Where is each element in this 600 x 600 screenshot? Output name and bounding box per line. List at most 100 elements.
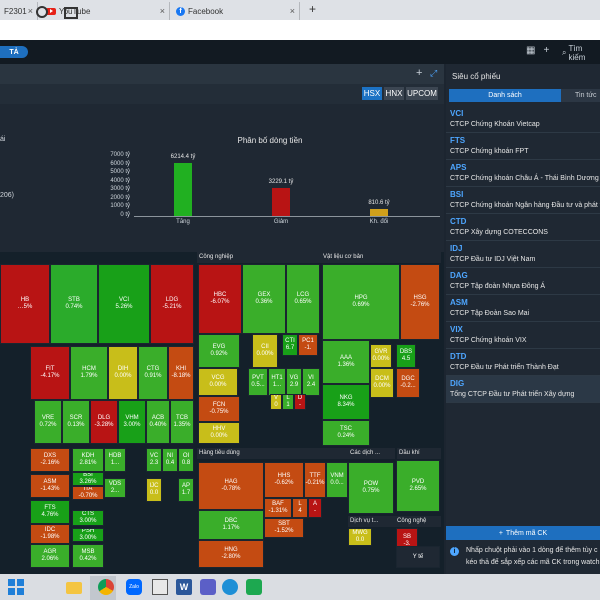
address-bar[interactable] xyxy=(0,20,600,40)
treemap-cell[interactable]: HHS -0.62% xyxy=(264,462,304,498)
treemap-cell[interactable]: HDB 1... xyxy=(104,448,126,472)
treemap-cell[interactable]: HBC -6.07% xyxy=(198,264,242,334)
word-icon[interactable]: W xyxy=(176,579,192,595)
treemap-cell[interactable]: PC1 -1. xyxy=(298,334,318,356)
add-panel-icon[interactable]: + xyxy=(416,67,423,79)
watchlist-row[interactable]: DAG CTCP Tập đoàn Nhựa Đông Á xyxy=(446,268,600,295)
treemap-cell[interactable]: STB 0.74% xyxy=(50,264,98,344)
search-icon[interactable] xyxy=(36,6,48,18)
treemap-cell[interactable]: HHV 0.00% xyxy=(198,422,240,444)
treemap-cell[interactable]: EVG 0.92% xyxy=(198,334,240,368)
treemap-cell[interactable]: ACB 0.40% xyxy=(146,400,170,444)
chrome-icon[interactable] xyxy=(98,579,114,595)
teams-icon[interactable] xyxy=(200,579,216,595)
file-explorer-icon[interactable] xyxy=(66,582,82,594)
mail-icon[interactable] xyxy=(152,579,168,595)
watchlist-row[interactable]: IDJ CTCP Đầu tư IDJ Việt Nam xyxy=(446,241,600,268)
treemap-cell[interactable]: DBS 4.5 xyxy=(396,344,416,368)
treemap-cell[interactable]: DBC 1.17% xyxy=(198,510,264,540)
treemap-cell[interactable]: CTS 3.00% xyxy=(72,510,104,526)
treemap-cell[interactable]: OI 0.8 xyxy=(178,448,194,472)
treemap-cell[interactable]: AAA 1.36% xyxy=(322,340,370,384)
treemap-cell[interactable]: IJC 0.0 xyxy=(146,478,162,502)
treemap-cell[interactable]: VCG 0.00% xyxy=(198,368,238,396)
treemap-cell[interactable]: VDS 2... xyxy=(104,478,126,498)
zalo-icon[interactable]: Zalo xyxy=(126,579,142,595)
search-input[interactable]: Tìm kiếm xyxy=(568,44,586,62)
treemap-cell[interactable]: GVR 0.00% xyxy=(370,344,392,368)
treemap-cell[interactable]: TSC 0.24% xyxy=(322,420,370,446)
treemap-cell[interactable]: PVT 0.5... xyxy=(248,368,268,396)
treemap-cell[interactable]: A- xyxy=(308,498,322,518)
treemap-cell[interactable]: PVD 2.65% xyxy=(396,460,440,512)
treemap-cell[interactable]: SCR 0.13% xyxy=(62,400,90,444)
watchlist-row[interactable]: BSI CTCP Chứng khoán Ngân hàng Đầu tư và … xyxy=(446,187,600,214)
watchlist-row[interactable]: FTS CTCP Chứng khoán FPT xyxy=(446,133,600,160)
close-icon[interactable]: × xyxy=(289,6,295,16)
treemap-cell[interactable]: FTS 4.76% xyxy=(30,500,70,524)
treemap-cell[interactable]: HSG -2.76% xyxy=(400,264,440,340)
treemap-cell[interactable]: LDG -5.21% xyxy=(150,264,194,344)
treemap-cell[interactable]: SBT -1.52% xyxy=(264,518,304,538)
tab-upcom[interactable]: UPCOM xyxy=(406,87,438,100)
treemap-cell[interactable]: HB …5% xyxy=(0,264,50,344)
edge-icon[interactable] xyxy=(222,579,238,595)
watchlist-row[interactable]: CTD CTCP Xây dựng COTECCONS xyxy=(446,214,600,241)
treemap-cell[interactable]: FIT -4.17% xyxy=(30,346,70,400)
treemap-cell[interactable]: NI 0.4 xyxy=(162,448,178,472)
treemap-cell[interactable]: VI 2.4 xyxy=(302,368,320,396)
treemap-cell[interactable]: HPG 0.69% xyxy=(322,264,400,340)
browser-tab-1[interactable]: F2301 × xyxy=(0,2,38,20)
treemap-cell[interactable]: DIH 0.00% xyxy=(108,346,138,400)
expand-icon[interactable]: ⤢ xyxy=(430,68,438,78)
treemap-cell[interactable]: CTG 0.91% xyxy=(138,346,168,400)
toolbar-pill-button[interactable]: TẢ xyxy=(0,46,28,58)
treemap-cell[interactable]: DGC -0.2... xyxy=(396,368,420,398)
watchlist-row[interactable]: DTD CTCP Đầu tư Phát triển Thành Đạt xyxy=(446,349,600,376)
treemap-cell[interactable]: ITA -0.70% xyxy=(72,486,104,500)
browser-tab-youtube[interactable]: YouTube × xyxy=(42,2,170,20)
treemap-cell[interactable]: DXS -2.16% xyxy=(30,448,70,472)
watchlist-row[interactable]: ASM CTCP Tập Đoàn Sao Mai xyxy=(446,295,600,322)
treemap-cell[interactable]: CII 0.00% xyxy=(252,334,278,368)
add-icon[interactable]: + xyxy=(543,45,550,56)
treemap-cell[interactable]: KHI -8.18% xyxy=(168,346,194,400)
treemap-cell[interactable]: AGR 2.06% xyxy=(30,544,70,568)
treemap-cell[interactable]: CTI 6.7 xyxy=(282,334,298,356)
treemap-cell[interactable]: MSB 0.42% xyxy=(72,544,104,568)
add-stock-button[interactable]: + Thêm mã CK xyxy=(446,526,600,540)
browser-tab-facebook[interactable]: f Facebook × xyxy=(172,2,300,20)
treemap-cell[interactable]: VCI 5.26% xyxy=(98,264,150,344)
tab-tin-tuc[interactable]: Tin tức xyxy=(561,89,600,102)
treemap-cell[interactable]: LCG 0.65% xyxy=(286,264,320,334)
treemap-cell[interactable]: TTF -0.21% xyxy=(304,462,326,498)
treemap-cell[interactable]: HT1 1... xyxy=(268,368,286,396)
grid-icon[interactable]: ▦ xyxy=(526,45,536,56)
treemap-cell[interactable]: MWG 0.0 xyxy=(348,528,372,546)
treemap-cell[interactable]: GEX 0.36% xyxy=(242,264,286,334)
watchlist-row[interactable]: VIX CTCP Chứng khoán VIX xyxy=(446,322,600,349)
tab-hsx[interactable]: HSX xyxy=(362,87,382,100)
treemap-cell[interactable]: POW 0.75% xyxy=(348,462,394,514)
treemap-cell[interactable]: VNM 0.0... xyxy=(326,462,348,498)
treemap-cell[interactable]: Y tế xyxy=(396,546,440,568)
search-box[interactable]: ⌕ Tìm kiếm xyxy=(562,44,600,62)
watchlist-row[interactable]: DIG Tổng CTCP Đầu tư Phát triển Xây dựng xyxy=(446,376,600,403)
treemap-cell[interactable]: D- xyxy=(294,394,306,410)
watchlist-row[interactable]: VCI CTCP Chứng Khoán Vietcap xyxy=(446,106,600,133)
treemap-cell[interactable]: VHM 3.00% xyxy=(118,400,146,444)
treemap-cell[interactable]: TCB 1.35% xyxy=(170,400,194,444)
treemap-cell[interactable]: AP 1.7 xyxy=(178,478,194,502)
treemap-cell[interactable]: DCM 0.00% xyxy=(370,368,394,398)
treemap-cell[interactable]: VC 2.3 xyxy=(146,448,162,472)
treemap-cell[interactable]: BSI 3.26% xyxy=(72,472,104,486)
treemap-cell[interactable]: PSH 3.00% xyxy=(72,528,104,542)
close-icon[interactable]: × xyxy=(27,6,33,16)
watchlist-row[interactable]: APS CTCP Chứng khoán Châu Á - Thái Bình D… xyxy=(446,160,600,187)
close-icon[interactable]: × xyxy=(159,6,165,16)
green-app-icon[interactable] xyxy=(246,579,262,595)
treemap-cell[interactable]: IDC -1.98% xyxy=(30,524,70,544)
